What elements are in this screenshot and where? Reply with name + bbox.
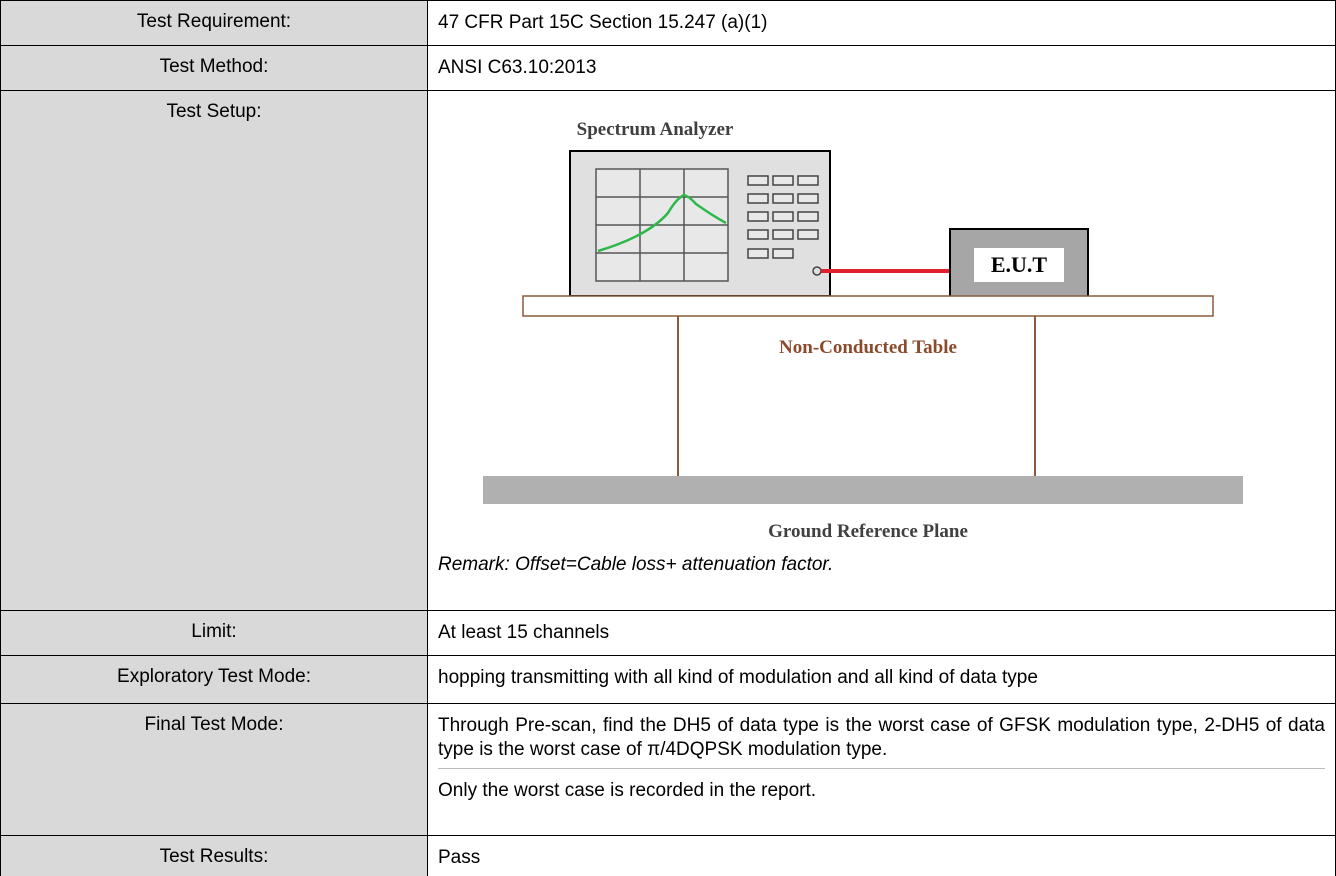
screen-grid [596,169,728,281]
row-label: Test Requirement: [0,0,428,46]
row-label: Final Test Mode: [0,703,428,836]
row: Final Test Mode: Through Pre-scan, find … [0,703,1336,836]
trace [597,193,727,253]
row-label: Limit: [0,610,428,656]
text: 47 CFR Part 15C Section 15.247 (a)(1) [438,12,768,33]
row-label: Test Results: [0,835,428,876]
row-label: Exploratory Test Mode: [0,655,428,704]
row-value: At least 15 channels [427,610,1336,656]
text: Only the worst case is recorded in the r… [438,768,1325,813]
row: Test Requirement: 47 CFR Part 15C Sectio… [0,0,1336,46]
analyzer-label: Spectrum Analyzer [577,119,734,140]
row: Test Method: ANSI C63.10:2013 [0,45,1336,91]
row-value: Spectrum Analyzer E.U.T Non [427,90,1336,611]
row: Exploratory Test Mode: hopping transmitt… [0,655,1336,704]
table-top [522,295,1214,317]
row-label: Test Method: [0,45,428,91]
row: Test Results: Pass [0,835,1336,876]
text: ANSI C63.10:2013 [438,57,597,78]
row-value: Through Pre-scan, find the DH5 of data t… [427,703,1336,836]
text: Pass [438,847,481,868]
remark: Remark: Offset=Cable loss+ attenuation f… [438,554,834,575]
row: Test Setup: Spectrum Analyzer E.U.T [0,90,1336,611]
eut-label-bg [974,248,1064,282]
text: Through Pre-scan, find the DH5 of data t… [438,715,1325,760]
ground-label: Ground Reference Plane [768,521,968,542]
ground-plane [483,476,1243,504]
buttons [747,175,819,259]
table-label: Non-Conducted Table [779,337,957,358]
row: Limit: At least 15 channels [0,610,1336,656]
row-value: Pass [427,835,1336,876]
eut-label: E.U.T [991,252,1048,277]
text: hopping transmitting with all kind of mo… [438,667,1038,688]
row-value: hopping transmitting with all kind of mo… [427,655,1336,704]
row-value: ANSI C63.10:2013 [427,45,1336,91]
text: At least 15 channels [438,622,610,643]
setup-diagram: Spectrum Analyzer E.U.T Non [483,119,1243,542]
row-label: Test Setup: [0,90,428,611]
row-value: 47 CFR Part 15C Section 15.247 (a)(1) [427,0,1336,46]
